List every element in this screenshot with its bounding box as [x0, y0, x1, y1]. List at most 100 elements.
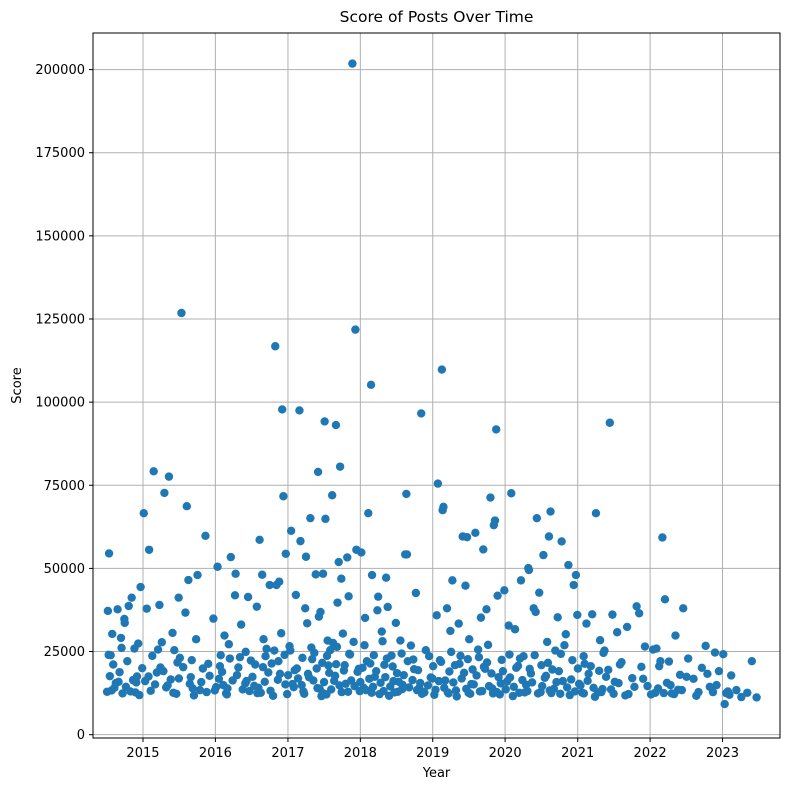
data-point	[638, 674, 648, 684]
data-point	[594, 666, 604, 676]
data-point	[110, 683, 119, 692]
data-point	[236, 620, 246, 629]
data-point	[115, 667, 124, 677]
data-point	[289, 682, 298, 692]
data-point	[446, 626, 455, 636]
data-point	[331, 420, 341, 430]
data-point	[579, 689, 589, 698]
data-point	[231, 569, 240, 578]
data-point	[277, 629, 286, 638]
data-point	[376, 678, 385, 687]
data-point	[574, 679, 584, 688]
data-point	[408, 675, 417, 685]
data-point	[689, 674, 698, 684]
data-point	[187, 655, 196, 665]
data-point	[597, 687, 606, 697]
data-point	[142, 604, 151, 613]
data-point	[364, 508, 373, 518]
data-point	[703, 669, 712, 679]
data-point	[573, 664, 583, 673]
data-point	[168, 628, 177, 638]
y-tick-label: 25000	[44, 645, 85, 660]
data-point	[117, 643, 126, 653]
data-point	[496, 679, 505, 688]
data-point	[340, 660, 349, 670]
data-point	[671, 631, 680, 640]
data-point	[537, 660, 546, 670]
data-point	[544, 532, 554, 541]
x-tick-label: 2016	[199, 746, 232, 761]
data-point	[660, 595, 670, 604]
data-point	[139, 508, 148, 518]
data-point	[417, 409, 426, 418]
data-point	[434, 676, 444, 686]
data-point	[220, 631, 229, 640]
data-point	[396, 636, 405, 645]
data-point	[367, 688, 376, 697]
data-point	[344, 592, 353, 601]
data-point	[202, 687, 211, 697]
data-point	[303, 669, 313, 679]
data-point	[322, 651, 332, 661]
data-point	[391, 618, 401, 628]
data-point	[605, 418, 615, 427]
data-point	[333, 598, 342, 607]
data-point	[679, 604, 688, 613]
data-point	[720, 699, 729, 709]
data-point	[599, 648, 608, 658]
data-point	[104, 549, 114, 558]
data-point	[476, 613, 486, 622]
data-point	[382, 654, 392, 663]
data-point	[159, 666, 168, 676]
data-point	[518, 675, 527, 685]
data-point	[394, 677, 404, 686]
data-point	[406, 641, 416, 650]
data-point	[561, 630, 571, 639]
data-point	[367, 570, 377, 580]
data-point	[113, 605, 122, 614]
data-point	[482, 605, 491, 614]
data-point	[725, 690, 734, 699]
data-point	[428, 661, 438, 671]
data-point	[301, 552, 311, 561]
data-point	[380, 660, 389, 670]
data-point	[471, 528, 480, 538]
data-point	[552, 677, 561, 687]
data-point	[710, 648, 720, 657]
data-point	[345, 649, 354, 659]
data-point	[500, 586, 509, 595]
data-point	[464, 688, 473, 697]
data-point	[198, 664, 208, 673]
data-point	[262, 644, 271, 654]
data-point	[486, 493, 495, 502]
data-point	[604, 665, 613, 675]
data-point	[624, 689, 633, 699]
data-point	[701, 641, 710, 651]
data-point	[546, 507, 555, 516]
data-point	[640, 642, 650, 651]
data-point	[543, 658, 553, 668]
data-point	[319, 677, 329, 687]
data-point	[413, 665, 423, 675]
data-point	[477, 686, 487, 696]
data-point	[591, 508, 601, 518]
data-point	[562, 683, 572, 692]
data-point	[541, 671, 551, 681]
data-point	[306, 513, 315, 523]
data-point	[608, 610, 617, 619]
data-point	[232, 670, 242, 680]
data-point	[266, 686, 275, 695]
data-point	[335, 681, 344, 690]
x-tick-label: 2017	[271, 746, 304, 761]
data-point	[531, 607, 540, 617]
data-point	[601, 672, 611, 682]
data-point	[399, 670, 408, 680]
data-point	[402, 550, 412, 559]
data-point	[124, 601, 133, 611]
data-point	[530, 650, 539, 660]
axis-ticks: 2015 2016 2017 2018 2019 2020 2021 2022 2023 0 250…	[35, 63, 739, 761]
data-point	[210, 686, 219, 695]
data-point	[290, 665, 299, 675]
data-point	[337, 687, 346, 697]
x-tick-label: 2015	[126, 746, 159, 761]
